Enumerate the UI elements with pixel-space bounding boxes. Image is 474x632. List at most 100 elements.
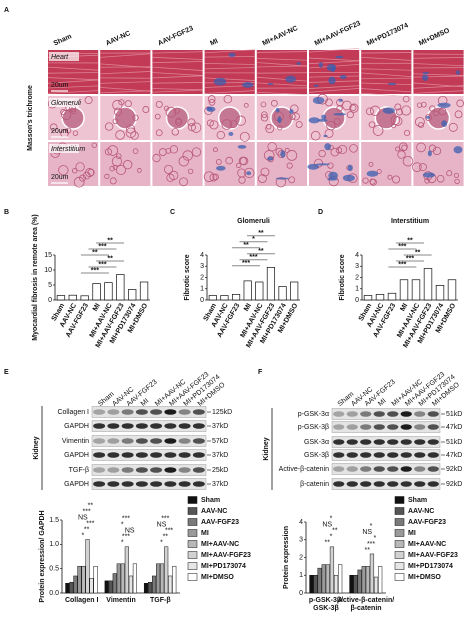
blot-background (331, 408, 441, 420)
legend-label: MI+DMSO (201, 574, 234, 581)
blot-band (373, 439, 385, 445)
tubule (420, 101, 427, 108)
y-tick-label: 2 (299, 554, 303, 561)
blot-band (414, 452, 426, 458)
x-tick-label: MI (92, 302, 102, 312)
tubule (454, 110, 463, 119)
blot-band (150, 481, 163, 487)
blot-band (400, 481, 412, 487)
significance: *** (161, 516, 169, 523)
bar (81, 565, 86, 594)
significance: ** (364, 547, 370, 554)
tubule (239, 156, 249, 166)
bar (132, 563, 137, 594)
fibrosis-stain (347, 164, 353, 172)
blot-band (360, 439, 372, 445)
y-axis-label: Protein expression (283, 526, 290, 589)
fibrosis-stain (275, 107, 280, 113)
lane-label: MI (377, 398, 387, 408)
blot-band (192, 481, 205, 487)
tubule (260, 101, 267, 108)
legend-label: AAV-NC (408, 508, 434, 515)
blot-background (331, 478, 441, 490)
fiber (100, 90, 151, 94)
y-tick-label: 3 (299, 537, 303, 544)
bar (143, 583, 149, 594)
bar (128, 289, 137, 301)
row-label: TGF-β (69, 467, 89, 474)
tubule (432, 146, 442, 156)
fibrosis-stain (366, 170, 379, 177)
fibrosis-stain (267, 156, 274, 161)
bar (120, 563, 125, 594)
row-label: p-GSK-3α (298, 411, 329, 418)
significance: *** (98, 261, 106, 268)
fibrosis-stain (312, 96, 325, 105)
bar (255, 281, 264, 301)
kd-label: 51kD (446, 439, 462, 446)
tubule (401, 105, 412, 116)
bar (373, 576, 379, 594)
bar (112, 573, 117, 594)
tubule (164, 164, 174, 174)
tubule (175, 117, 182, 124)
significance: ** (415, 249, 421, 256)
panel-label: E (4, 369, 9, 376)
blot-band (121, 452, 134, 458)
legend-label: MI+AAV-NC (201, 541, 239, 548)
significance: *** (165, 528, 173, 535)
bar (68, 294, 77, 301)
tubule (49, 123, 58, 131)
blot-band (93, 467, 106, 473)
fiber (361, 88, 412, 93)
legend-label: MI+AAV-FGF23 (201, 552, 251, 559)
fiber (152, 66, 203, 71)
tubule (115, 153, 122, 159)
blot-band (178, 481, 191, 487)
significance: * (374, 535, 377, 542)
panel-label: A (4, 7, 9, 14)
tubule (346, 111, 354, 119)
blot-band (360, 411, 372, 417)
bar (139, 281, 149, 301)
tubule (412, 162, 422, 172)
bar (104, 282, 113, 301)
significance: * (330, 534, 333, 541)
significance: ** (243, 242, 249, 249)
blot-background (91, 406, 207, 418)
bar (116, 274, 125, 301)
y-tick-label: 1.0 (49, 541, 59, 548)
fiber (361, 56, 412, 61)
tubule (337, 144, 348, 155)
blot-band (333, 424, 345, 430)
fibrosis-stain (275, 177, 290, 180)
tubule (207, 95, 216, 103)
column-label: AAV-FGF23 (157, 25, 194, 47)
blot-band (360, 424, 372, 430)
fiber (47, 77, 99, 81)
fiber (256, 76, 308, 82)
blot-band (164, 438, 177, 444)
fibrosis-stain (422, 71, 430, 75)
fibrosis-stain (228, 131, 234, 137)
blot-band (192, 438, 205, 444)
kd-label: 92kD (446, 466, 462, 473)
blot-band (107, 438, 120, 444)
glomerulus (217, 106, 242, 130)
fiber (413, 75, 464, 78)
blot-band (427, 481, 439, 487)
significance: ** (258, 248, 264, 255)
fibrosis-stain (427, 150, 432, 157)
tubule (132, 114, 139, 121)
legend-label: AAV-NC (201, 508, 227, 515)
significance: ** (407, 237, 413, 244)
tubule (166, 173, 175, 182)
blot-background (91, 420, 207, 432)
bar (375, 294, 385, 301)
legend-label: Sham (201, 497, 220, 504)
fibrosis-stain (323, 134, 328, 138)
blot-band (333, 481, 345, 487)
y-tick-label: 2 (200, 274, 204, 281)
significance: NS (157, 522, 167, 529)
bar (357, 569, 362, 594)
